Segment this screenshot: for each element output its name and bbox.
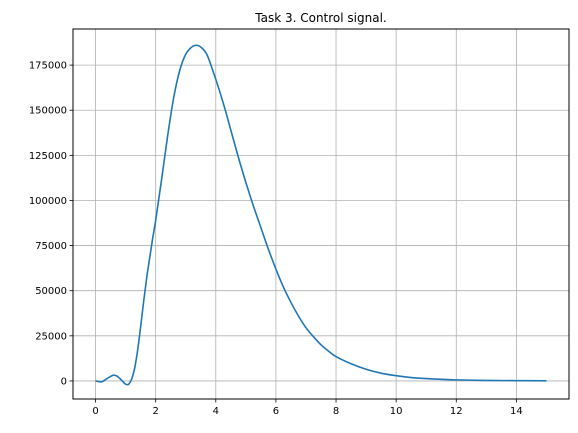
y-tick-label: 175000 — [29, 61, 67, 72]
y-tick-label: 50000 — [35, 286, 67, 297]
x-tick-label: 10 — [390, 406, 403, 417]
x-tick-label: 2 — [152, 406, 158, 417]
chart-title: Task 3. Control signal. — [254, 11, 386, 25]
series-layer — [95, 44, 547, 386]
x-tick-label: 14 — [510, 406, 523, 417]
y-tick-label: 125000 — [29, 151, 67, 162]
grid-layer — [73, 29, 569, 399]
y-tick-label: 0 — [61, 376, 67, 387]
y-tick-label: 100000 — [29, 196, 67, 207]
x-tick-label: 8 — [333, 406, 339, 417]
tick-layer: 0 2 4 6 8 10 12 14 0 25000 50000 75000 100000 125000 1… — [29, 61, 523, 417]
control-signal-line — [95, 44, 547, 386]
y-tick-label: 150000 — [29, 106, 67, 117]
x-tick-label: 12 — [450, 406, 463, 417]
y-tick-label: 25000 — [35, 331, 67, 342]
y-tick-label: 75000 — [35, 241, 67, 252]
x-tick-label: 4 — [213, 406, 219, 417]
plot-frame — [72, 28, 570, 400]
x-tick-label: 6 — [273, 406, 279, 417]
x-tick-label: 0 — [92, 406, 98, 417]
